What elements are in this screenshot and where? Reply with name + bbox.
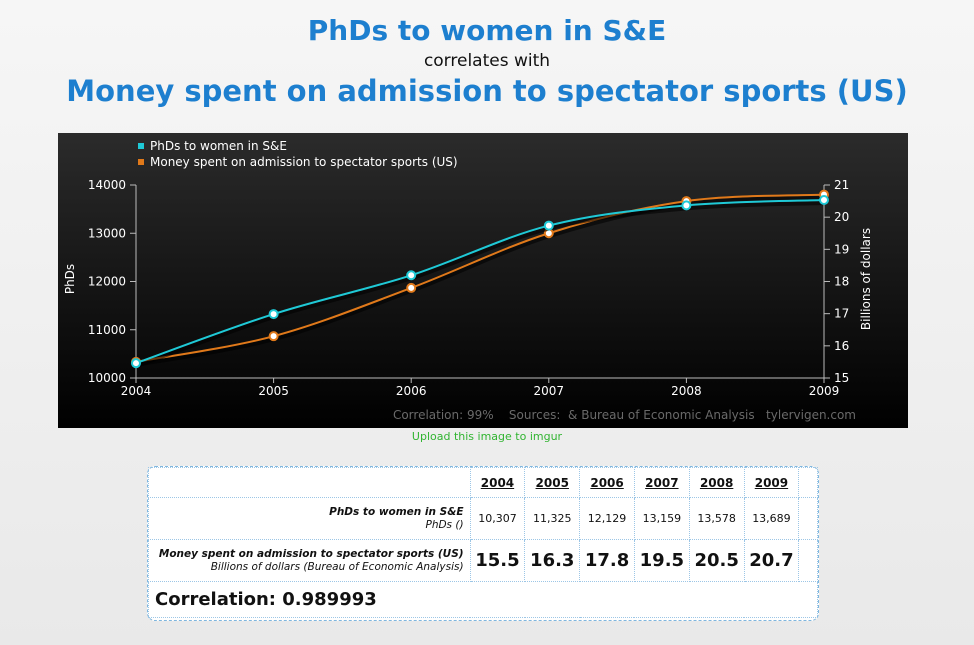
data-point-spending bbox=[268, 331, 279, 342]
data-point-phds bbox=[543, 220, 554, 231]
data-point-phds bbox=[268, 309, 279, 320]
y-tick-label-right: 19 bbox=[834, 242, 849, 256]
data-point-spending bbox=[406, 282, 417, 293]
series-shadow bbox=[135, 201, 825, 369]
legend-swatch-phds bbox=[138, 143, 144, 149]
y-tick-label-right: 18 bbox=[834, 275, 849, 289]
y-tick-label-right: 21 bbox=[834, 178, 849, 192]
y-tick-label-right: 16 bbox=[834, 339, 849, 353]
table-cell: 12,129 bbox=[579, 497, 635, 540]
legend-label-phds: PhDs to women in S&E bbox=[150, 139, 287, 153]
data-table: 2004 2005 2006 2007 2008 2009 PhDs to wo… bbox=[147, 466, 819, 621]
table-header-row: 2004 2005 2006 2007 2008 2009 bbox=[148, 467, 818, 498]
x-tick-label: 2009 bbox=[809, 384, 840, 398]
table-cell: 10,307 bbox=[469, 497, 526, 540]
legend-label-spending: Money spent on admission to spectator sp… bbox=[150, 155, 458, 169]
data-point-phds bbox=[406, 270, 417, 281]
year-header: 2007 bbox=[633, 467, 690, 498]
data-point-phds bbox=[819, 195, 829, 206]
upload-link[interactable]: Upload this image to imgur bbox=[411, 430, 563, 443]
table-cell: 11,325 bbox=[524, 497, 581, 540]
chart-legend: PhDs to women in S&E Money spent on admi… bbox=[138, 139, 458, 169]
correlation-chart: PhDs to women in S&E Money spent on admi… bbox=[63, 139, 873, 422]
y-tick-label-left: 10000 bbox=[88, 371, 126, 385]
title-connector: correlates with bbox=[423, 51, 551, 71]
x-tick-label: 2008 bbox=[671, 384, 702, 398]
x-tick-label: 2007 bbox=[534, 384, 565, 398]
y-tick-label-right: 15 bbox=[834, 371, 849, 385]
table-cell: 13,159 bbox=[633, 497, 690, 540]
year-header: 2006 bbox=[579, 467, 635, 498]
series-line-phds bbox=[135, 199, 825, 365]
table-cell: 15.5 bbox=[469, 539, 526, 582]
chart-footer: Correlation: 99% Sources: & Bureau of Ec… bbox=[393, 408, 856, 422]
table-cell: 19.5 bbox=[633, 539, 690, 582]
y-tick-label-left: 11000 bbox=[88, 323, 126, 337]
table-row: PhDs to women in S&E PhDs () 10,307 11,32… bbox=[148, 497, 818, 540]
series-line-spending bbox=[135, 193, 825, 363]
year-header: 2004 bbox=[469, 467, 526, 498]
y-axis-label-right: Billions of dollars bbox=[859, 228, 873, 330]
y-tick-label-left: 14000 bbox=[88, 178, 126, 192]
table-cell: 20.5 bbox=[688, 539, 745, 582]
y-tick-label-left: 12000 bbox=[88, 275, 126, 289]
row-unit: PhDs () bbox=[425, 518, 464, 531]
table-cell: 17.8 bbox=[579, 539, 635, 582]
y-tick-label-right: 20 bbox=[834, 210, 849, 224]
chart-panel: PhDs to women in S&E Money spent on admi… bbox=[58, 133, 908, 428]
year-header: 2008 bbox=[688, 467, 745, 498]
row-title: Money spent on admission to spectator sp… bbox=[158, 547, 464, 560]
table-cell: 13,578 bbox=[688, 497, 745, 540]
table-row: Money spent on admission to spectator sp… bbox=[148, 539, 818, 582]
y-axis-label-left: PhDs bbox=[63, 264, 77, 294]
row-unit: Billions of dollars (Bureau of Economic … bbox=[210, 560, 464, 573]
table-cell: 13,689 bbox=[743, 497, 800, 540]
x-tick-label: 2006 bbox=[396, 384, 427, 398]
x-tick-label: 2004 bbox=[121, 384, 152, 398]
row-title: PhDs to women in S&E bbox=[329, 505, 464, 518]
year-header: 2009 bbox=[743, 467, 800, 498]
x-tick-label: 2005 bbox=[258, 384, 289, 398]
data-point-phds bbox=[131, 358, 141, 369]
table-cell: 20.7 bbox=[743, 539, 800, 582]
y-tick-label-right: 17 bbox=[834, 307, 849, 321]
table-cell: 16.3 bbox=[524, 539, 581, 582]
table-row: Correlation: 0.989993 bbox=[148, 581, 818, 618]
data-point-phds bbox=[681, 200, 692, 211]
row-label-phds: PhDs to women in S&E PhDs () bbox=[148, 497, 471, 540]
title-series2: Money spent on admission to spectator sp… bbox=[66, 74, 908, 108]
year-header: 2005 bbox=[524, 467, 581, 498]
title-series1: PhDs to women in S&E bbox=[307, 14, 667, 47]
series-shadow bbox=[135, 195, 825, 367]
correlation-value: Correlation: 0.989993 bbox=[148, 581, 818, 618]
row-label-spending: Money spent on admission to spectator sp… bbox=[148, 539, 471, 582]
legend-swatch-spending bbox=[138, 159, 144, 165]
y-tick-label-left: 13000 bbox=[88, 226, 126, 240]
